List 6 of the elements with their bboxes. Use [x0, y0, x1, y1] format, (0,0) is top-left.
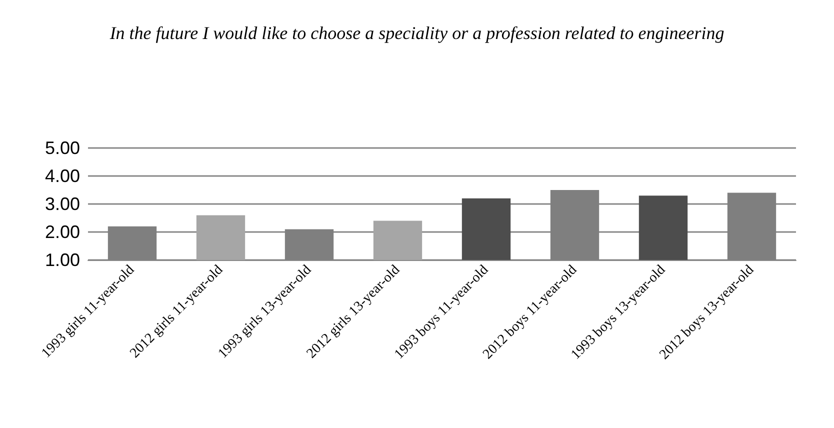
y-tick-label: 3.00: [44, 194, 80, 214]
y-tick-label: 4.00: [44, 166, 80, 186]
y-tick-label: 5.00: [44, 138, 80, 158]
y-tick-label: 2.00: [44, 222, 80, 242]
chart-title: In the future I would like to choose a speciality or a profession related to engineering: [108, 23, 724, 43]
y-tick-label: 1.00: [44, 250, 80, 270]
